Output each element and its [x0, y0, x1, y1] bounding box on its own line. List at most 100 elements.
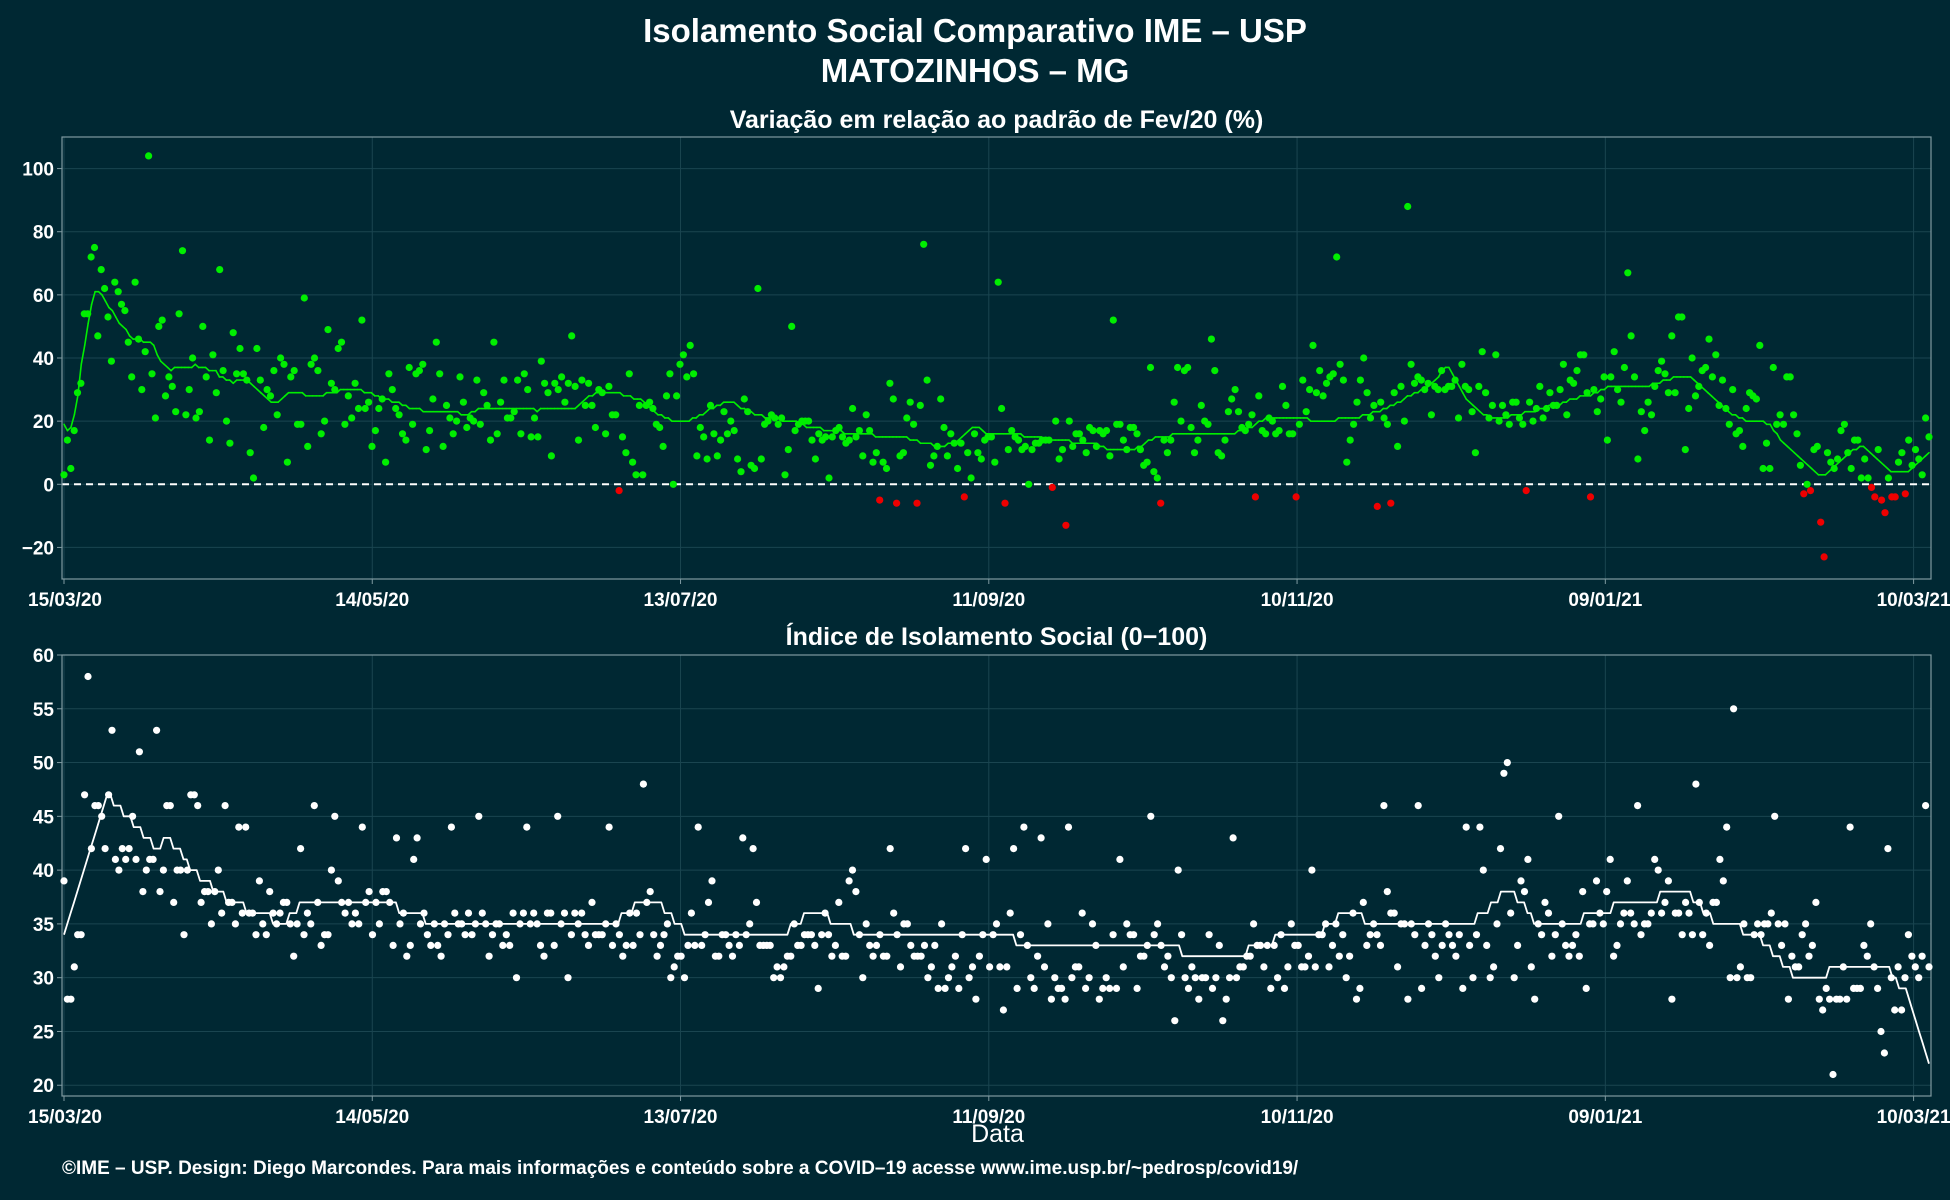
data-point: [1292, 493, 1300, 501]
data-point: [216, 266, 224, 274]
data-point: [713, 452, 721, 460]
data-point: [588, 898, 596, 907]
data-point: [266, 888, 274, 896]
data-point: [1194, 436, 1202, 444]
data-point: [694, 823, 702, 831]
data-point: [1688, 354, 1696, 362]
data-point: [676, 360, 684, 368]
data-point: [87, 253, 95, 261]
data-point: [784, 446, 792, 454]
data-point: [869, 952, 877, 960]
data-point: [1651, 855, 1659, 864]
data-point: [509, 909, 517, 917]
data-point: [933, 442, 941, 450]
moving-average-segment: [83, 322, 89, 347]
y-tick-label: 60: [33, 286, 54, 307]
data-point: [512, 974, 521, 982]
data-point: [1306, 386, 1314, 394]
data-point: [896, 963, 905, 971]
data-point: [683, 373, 691, 381]
data-point: [948, 963, 956, 971]
data-point: [1492, 351, 1500, 359]
data-point: [615, 487, 623, 495]
data-point: [1160, 963, 1169, 971]
data-point: [930, 452, 938, 460]
data-point: [156, 888, 164, 896]
data-point: [842, 952, 850, 960]
data-point: [1790, 411, 1798, 419]
data-point: [1352, 995, 1361, 1003]
x-tick-label: 11/09/20: [952, 590, 1025, 611]
y-tick-label: 20: [33, 412, 54, 433]
data-point: [104, 313, 112, 321]
data-point: [1472, 931, 1481, 939]
data-point: [1044, 920, 1052, 928]
data-point: [1538, 931, 1546, 939]
data-point: [584, 941, 593, 950]
data-point: [1534, 920, 1542, 928]
data-point: [954, 464, 962, 473]
data-point: [1823, 449, 1832, 457]
data-point: [117, 300, 126, 308]
data-point: [1469, 974, 1477, 982]
data-point: [1836, 995, 1844, 1003]
data-point: [470, 417, 478, 425]
data-point: [1918, 952, 1926, 960]
data-point: [231, 920, 239, 928]
data-point: [1197, 401, 1205, 409]
data-point: [1468, 408, 1476, 416]
data-point: [239, 370, 247, 378]
data-point: [605, 382, 613, 390]
data-point: [855, 931, 864, 939]
data-point: [1028, 446, 1036, 454]
data-point: [1555, 812, 1563, 820]
data-point: [1647, 909, 1655, 917]
data-point: [1691, 392, 1700, 400]
data-point: [94, 802, 102, 810]
data-point: [1819, 1006, 1827, 1014]
data-point: [1475, 382, 1483, 390]
data-point: [67, 464, 75, 473]
data-point: [906, 398, 914, 406]
data-point: [1826, 995, 1834, 1003]
data-point: [1424, 379, 1432, 387]
data-point: [1661, 898, 1669, 907]
data-point: [1353, 398, 1361, 406]
data-point: [446, 414, 454, 422]
moving-average-segment: [1458, 385, 1464, 394]
data-point: [1373, 931, 1381, 939]
data-point: [646, 888, 654, 896]
data-point: [358, 316, 366, 324]
data-point: [1524, 855, 1532, 864]
data-point: [1527, 963, 1535, 971]
data-point: [517, 430, 525, 438]
data-point: [889, 395, 897, 403]
data-point: [876, 496, 884, 504]
data-point: [1644, 920, 1652, 928]
data-point: [189, 354, 197, 362]
data-point: [1040, 963, 1049, 971]
data-point: [534, 433, 542, 441]
data-point: [1322, 379, 1331, 387]
data-point: [1586, 493, 1595, 501]
data-point: [1678, 931, 1686, 939]
data-point: [141, 348, 149, 356]
data-point: [1596, 909, 1604, 917]
data-point: [1573, 367, 1581, 375]
data-point: [1519, 420, 1527, 428]
data-point: [872, 449, 880, 457]
data-point: [365, 888, 373, 896]
data-point: [1820, 553, 1828, 561]
data-point: [1304, 952, 1313, 960]
data-point: [1051, 974, 1059, 982]
data-point: [1658, 909, 1666, 917]
data-point: [1356, 376, 1364, 384]
data-point: [578, 909, 586, 917]
data-point: [815, 430, 823, 438]
data-point: [365, 398, 373, 406]
data-point: [1414, 802, 1422, 810]
data-point: [70, 963, 78, 971]
data-point: [90, 243, 99, 252]
data-point: [1289, 430, 1297, 438]
data-point: [987, 433, 996, 441]
